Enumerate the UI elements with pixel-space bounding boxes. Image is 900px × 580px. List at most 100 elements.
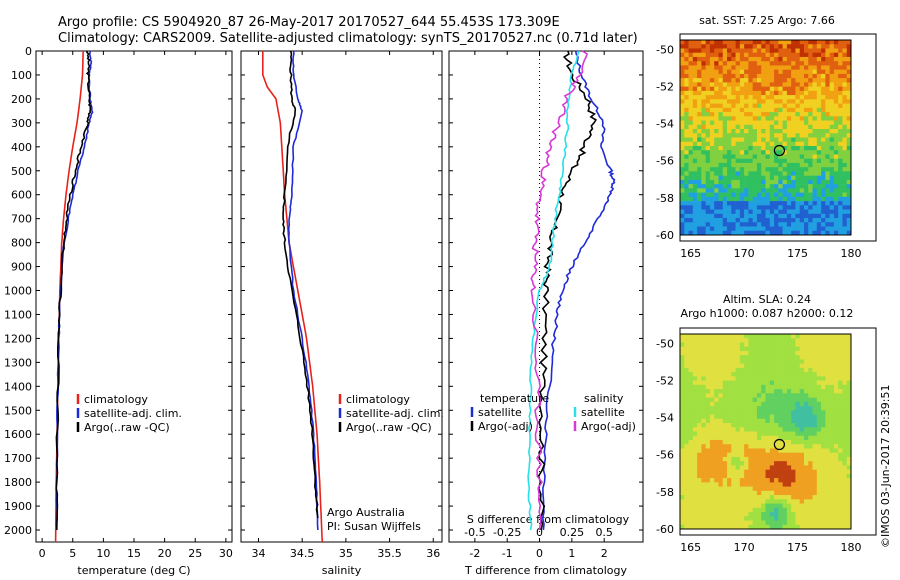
map-cell xyxy=(701,145,706,151)
map-cell xyxy=(803,141,809,147)
map-cell xyxy=(714,367,719,373)
map-cell xyxy=(684,154,689,159)
map-cell xyxy=(778,355,783,360)
map-cell xyxy=(748,192,753,198)
map-cell xyxy=(816,401,822,407)
map-cell xyxy=(825,78,830,83)
map-cell xyxy=(774,120,779,126)
map-cell xyxy=(718,482,724,487)
map-cell xyxy=(731,346,736,352)
map-cell xyxy=(735,86,741,92)
map-cell xyxy=(705,179,711,185)
map-cell xyxy=(782,65,788,70)
map-cell xyxy=(803,137,809,143)
map-cell xyxy=(774,86,779,92)
map-cell xyxy=(688,499,694,504)
map-cell xyxy=(791,230,796,236)
map-cell xyxy=(744,384,749,390)
map-cell xyxy=(795,86,800,92)
map-cell xyxy=(688,48,694,54)
map-cell xyxy=(684,435,689,441)
map-cell xyxy=(752,90,758,96)
map-cell xyxy=(680,179,685,185)
map-cell xyxy=(709,456,715,462)
map-cell xyxy=(829,120,835,126)
map-cell xyxy=(821,52,826,58)
map-cell xyxy=(761,86,766,92)
map-cell xyxy=(692,167,698,172)
map-cell xyxy=(838,213,843,219)
map-cell xyxy=(731,103,736,109)
map-cell xyxy=(718,423,724,428)
map-cell xyxy=(752,179,758,185)
map-cell xyxy=(816,162,822,168)
map-cell xyxy=(718,213,724,219)
map-cell xyxy=(782,61,788,66)
map-cell xyxy=(731,512,736,517)
map-cell xyxy=(833,507,839,513)
map-cell xyxy=(769,52,775,58)
map-cell xyxy=(821,482,826,487)
map-cell xyxy=(833,418,839,424)
map-cell xyxy=(765,107,771,113)
map-cell xyxy=(744,230,749,236)
map-cell xyxy=(765,162,771,168)
map-cell xyxy=(795,82,800,87)
map-cell xyxy=(842,423,848,428)
map-cell xyxy=(727,380,732,386)
map-cell xyxy=(684,516,689,521)
map-cell xyxy=(846,338,852,343)
map-cell xyxy=(701,56,706,62)
map-cell xyxy=(795,205,800,210)
map-cell xyxy=(722,188,728,193)
map-cell xyxy=(697,363,702,369)
map-cell xyxy=(692,389,698,394)
map-cell xyxy=(829,56,835,62)
map-cell xyxy=(829,334,835,339)
map-cell xyxy=(697,393,702,398)
map-cell xyxy=(838,44,843,49)
map-cell xyxy=(714,52,719,58)
map-cell xyxy=(705,69,711,75)
map-cell xyxy=(778,112,783,117)
map-cell xyxy=(795,359,800,364)
map-cell xyxy=(803,226,809,232)
map-cell xyxy=(752,418,758,424)
map-cell xyxy=(769,439,775,445)
map-cell xyxy=(765,145,771,151)
map-cell xyxy=(846,431,852,437)
map-y-tick-label: -54 xyxy=(656,412,674,425)
map-cell xyxy=(795,410,800,415)
map-cell xyxy=(829,482,835,487)
map-cell xyxy=(786,355,792,360)
map-cell xyxy=(680,137,685,143)
x-tick-label: 20 xyxy=(158,547,172,560)
map-cell xyxy=(833,90,839,96)
map-cell xyxy=(697,56,702,62)
map-cell xyxy=(748,431,753,437)
map-cell xyxy=(833,201,839,206)
map-cell xyxy=(833,40,839,45)
map-cell xyxy=(786,192,792,198)
map-cell xyxy=(761,524,766,530)
map-cell xyxy=(688,112,694,117)
map-cell xyxy=(718,48,724,54)
map-cell xyxy=(769,184,775,189)
map-cell xyxy=(727,372,732,377)
map-cell xyxy=(774,431,779,437)
map-cell xyxy=(812,162,818,168)
map-cell xyxy=(718,188,724,193)
map-cell xyxy=(769,192,775,198)
map-cell xyxy=(846,448,852,453)
map-cell xyxy=(782,107,788,113)
map-cell xyxy=(838,499,843,504)
map-cell xyxy=(705,40,711,45)
map-cell xyxy=(727,435,732,441)
map-cell xyxy=(718,116,724,121)
map-cell xyxy=(778,175,783,181)
map-cell xyxy=(833,393,839,398)
map-cell xyxy=(714,107,719,113)
map-sla-axes xyxy=(679,327,877,536)
map-cell xyxy=(769,499,775,504)
map-cell xyxy=(774,167,779,172)
